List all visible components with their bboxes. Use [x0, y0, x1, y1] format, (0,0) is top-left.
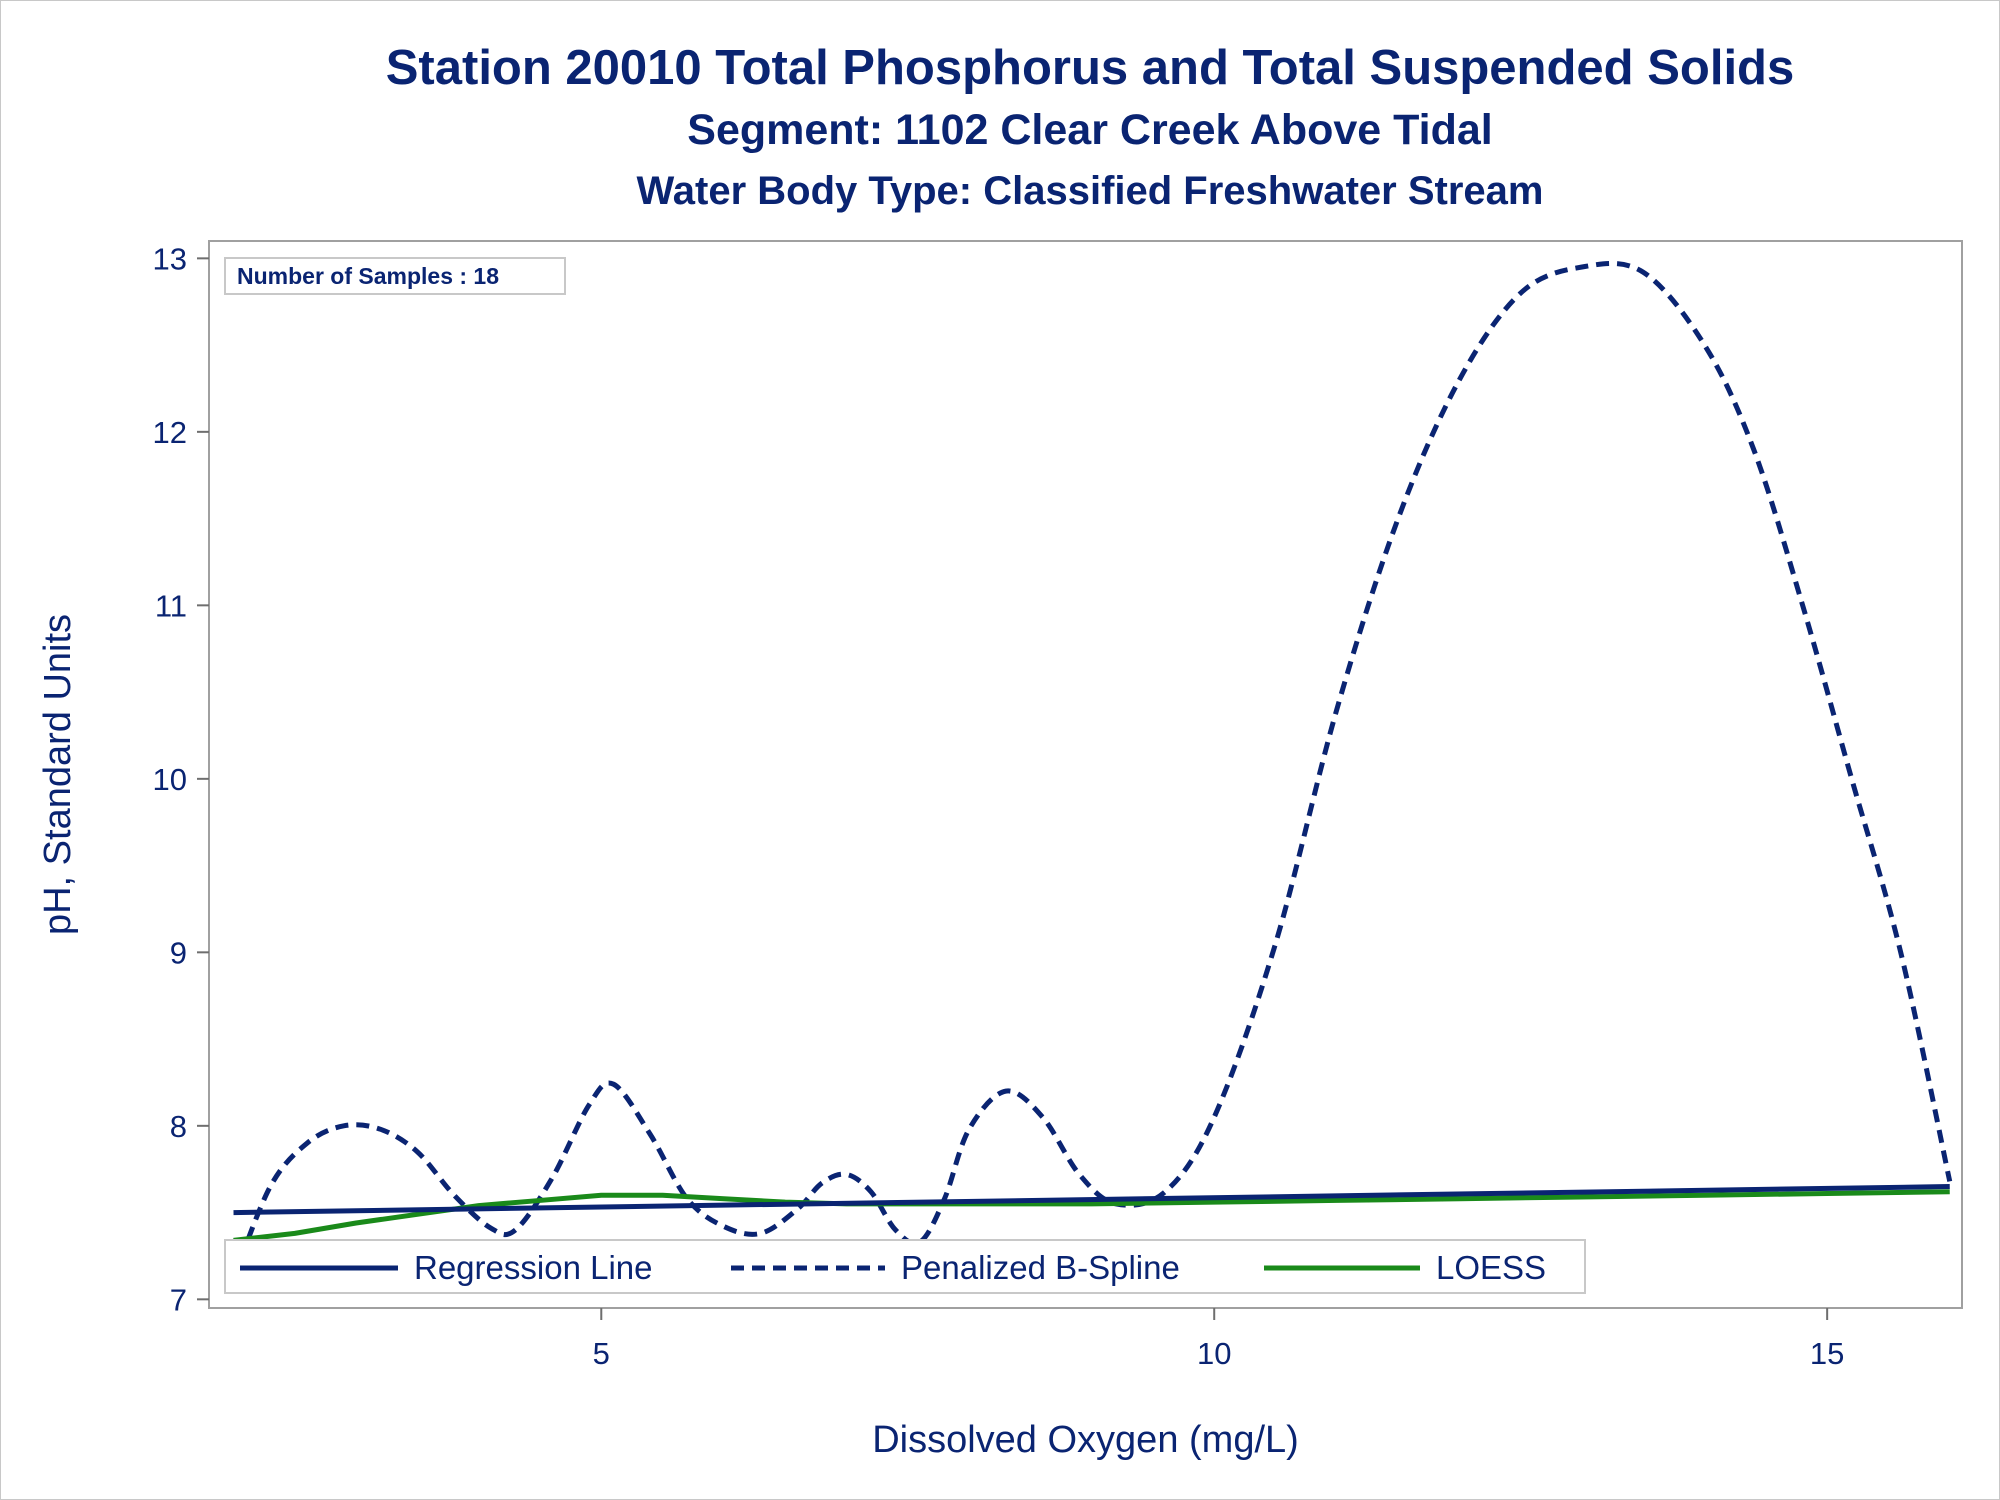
y-axis-label: pH, Standard Units [37, 614, 79, 935]
sample-count-label: Number of Samples : 18 [237, 263, 499, 289]
legend-label-penalized-b-spline: Penalized B-Spline [901, 1249, 1180, 1286]
y-tick-label: 7 [170, 1282, 187, 1317]
y-tick-label: 10 [153, 762, 187, 797]
x-tick-label: 15 [1810, 1336, 1844, 1371]
y-axis: 7 8 9 10 11 12 13 [153, 241, 209, 1317]
series-layer [231, 260, 1953, 1280]
chart-subtitle-waterbody: Water Body Type: Classified Freshwater S… [636, 169, 1544, 213]
plot-area [208, 240, 1963, 1309]
series-penalized-b-spline [231, 260, 1953, 1280]
y-tick-label: 12 [153, 415, 187, 450]
y-tick-label: 9 [170, 935, 187, 970]
legend: Regression Line Penalized B-Spline LOESS [224, 1239, 1586, 1294]
chart-title: Station 20010 Total Phosphorus and Total… [385, 41, 1795, 95]
x-tick-label: 5 [593, 1336, 610, 1371]
sample-count-frame [224, 257, 566, 295]
x-axis-label: Dissolved Oxygen (mg/L) [872, 1419, 1299, 1461]
sample-count-box: Number of Samples : 18 [224, 257, 566, 295]
y-tick-label: 11 [155, 588, 187, 623]
x-axis: 5 10 15 [593, 1308, 1844, 1371]
legend-label-regression-line: Regression Line [414, 1249, 652, 1286]
legend-label-loess: LOESS [1436, 1249, 1546, 1286]
series-regression-line [233, 1184, 1950, 1216]
y-tick-label: 13 [153, 241, 187, 276]
chart-subtitle-segment: Segment: 1102 Clear Creek Above Tidal [687, 106, 1493, 154]
y-tick-label: 8 [170, 1109, 187, 1144]
x-tick-label: 10 [1197, 1336, 1231, 1371]
